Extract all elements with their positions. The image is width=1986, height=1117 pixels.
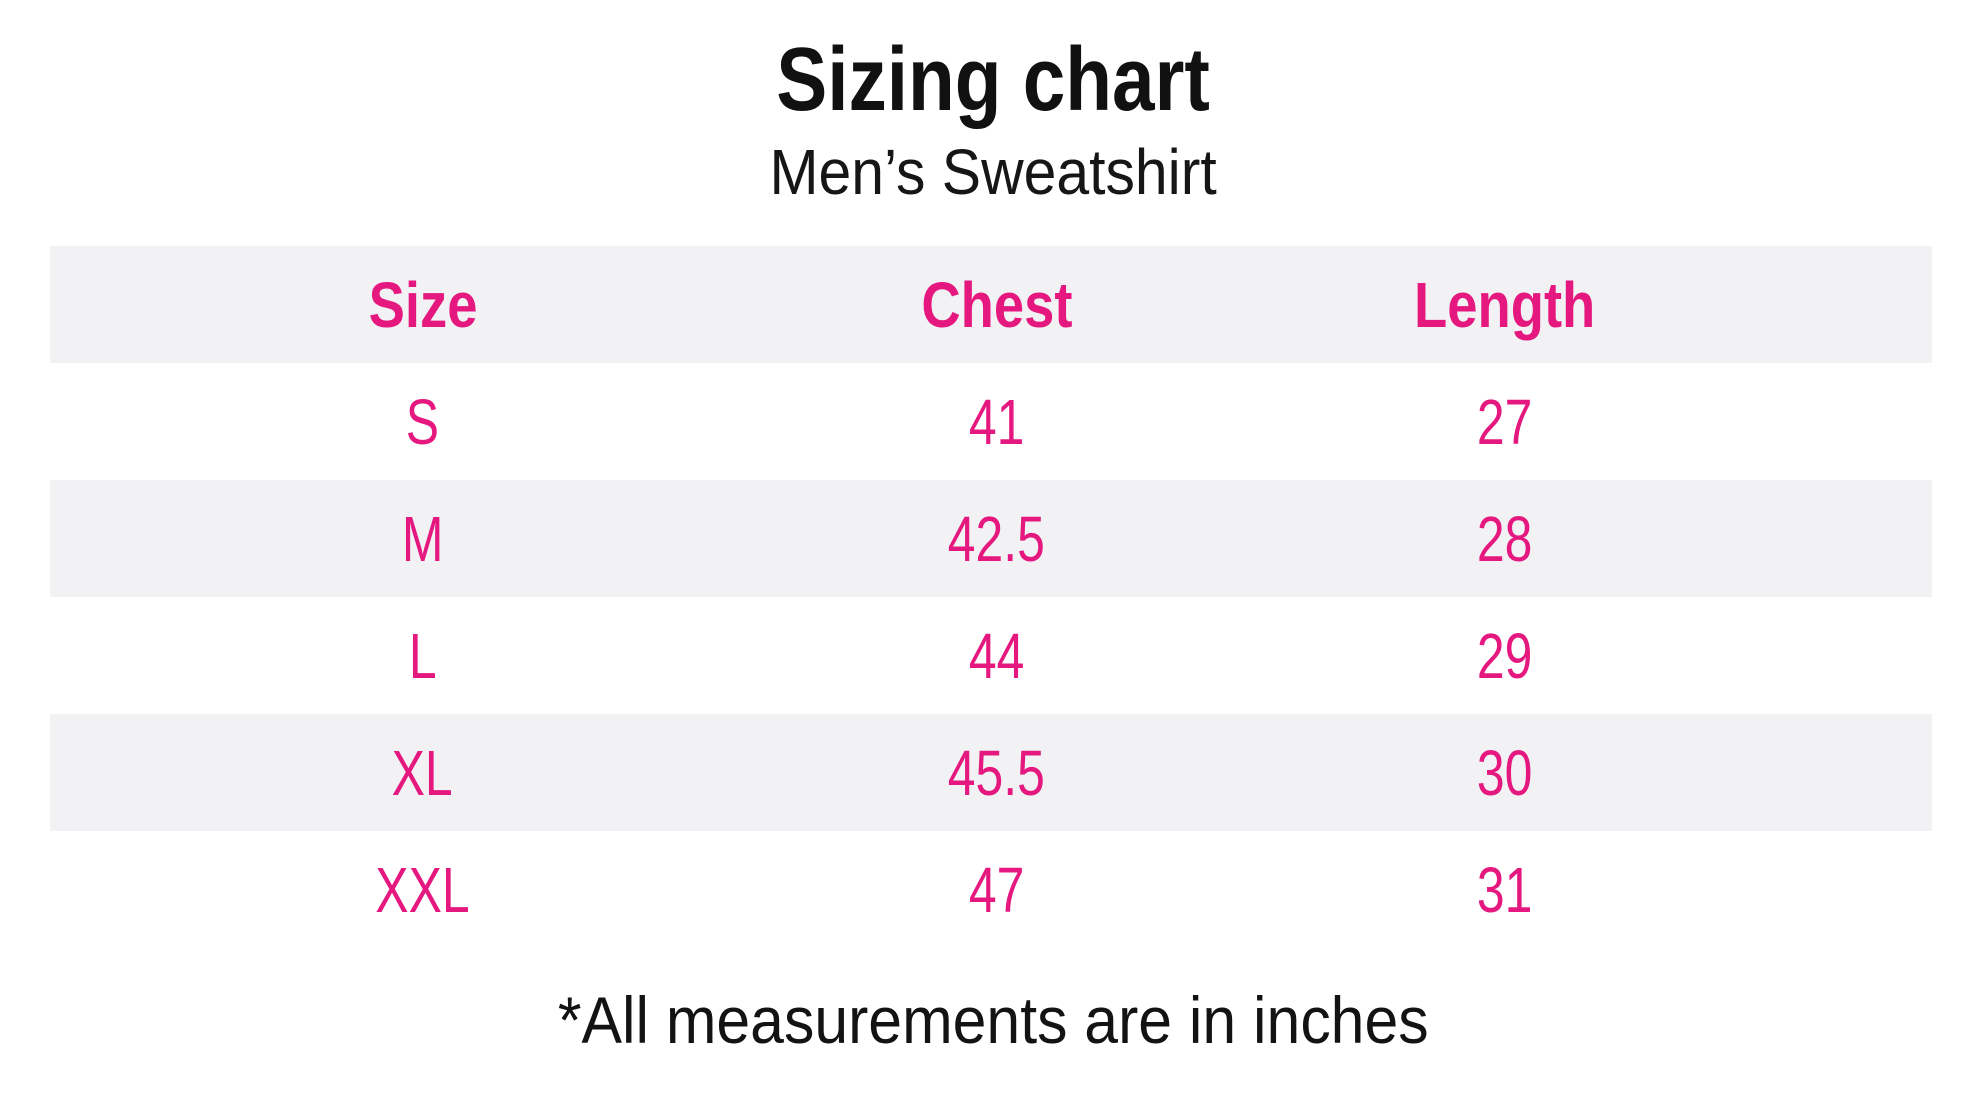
size-cell: XXL xyxy=(375,853,470,926)
length-cell: 30 xyxy=(1477,736,1533,809)
chest-cell: 44 xyxy=(968,619,1025,692)
chest-cell: 41 xyxy=(968,385,1025,458)
size-cell: S xyxy=(405,385,440,458)
chest-cell: 42.5 xyxy=(948,502,1046,575)
table-row-l: L 44 29 xyxy=(50,597,1932,714)
chest-cell: 45.5 xyxy=(948,736,1046,809)
table-row-m: M 42.5 28 xyxy=(50,480,1932,597)
chest-cell: 47 xyxy=(968,853,1025,926)
column-header-length: Length xyxy=(1414,268,1596,341)
page-title-text: Sizing chart xyxy=(776,30,1210,130)
measurements-footnote: *All measurements are in inches xyxy=(0,980,1986,1060)
size-cell: L xyxy=(408,619,437,692)
page-subtitle-text: Men’s Sweatshirt xyxy=(769,136,1217,208)
length-cell: 28 xyxy=(1477,502,1533,575)
page-title: Sizing chart xyxy=(0,28,1986,133)
length-cell: 27 xyxy=(1477,385,1533,458)
table-header-row: Size Chest Length xyxy=(50,246,1932,363)
column-header-size: Size xyxy=(368,268,478,341)
column-header-chest: Chest xyxy=(921,268,1073,341)
sizing-table: Size Chest Length S 41 27 M 42.5 28 L 44… xyxy=(50,246,1932,948)
size-cell: XL xyxy=(392,736,454,809)
table-row-s: S 41 27 xyxy=(50,363,1932,480)
length-cell: 31 xyxy=(1477,853,1533,926)
table-row-xl: XL 45.5 30 xyxy=(50,714,1932,831)
measurements-footnote-text: *All measurements are in inches xyxy=(557,983,1429,1057)
page-subtitle: Men’s Sweatshirt xyxy=(0,133,1986,211)
table-row-xxl: XXL 47 31 xyxy=(50,831,1932,948)
length-cell: 29 xyxy=(1477,619,1533,692)
size-cell: M xyxy=(401,502,444,575)
